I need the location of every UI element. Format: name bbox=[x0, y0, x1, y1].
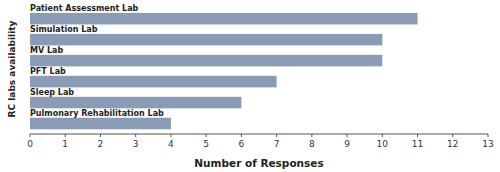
bar bbox=[30, 118, 171, 130]
bar bbox=[30, 13, 418, 25]
x-tick bbox=[170, 134, 171, 137]
x-tick bbox=[65, 134, 66, 137]
x-tick-label: 12 bbox=[447, 139, 458, 149]
x-tick-label: 13 bbox=[482, 139, 493, 149]
bar bbox=[30, 76, 277, 88]
chart: Patient Assessment Lab Simulation Lab MV L… bbox=[0, 0, 500, 172]
x-tick-label: 8 bbox=[309, 139, 315, 149]
bar bbox=[30, 55, 382, 67]
category-label: Simulation Lab bbox=[30, 25, 98, 34]
y-axis-label: RC labs availability bbox=[7, 20, 17, 117]
x-tick-label: 0 bbox=[27, 139, 33, 149]
x-tick-label: 1 bbox=[62, 139, 68, 149]
x-tick bbox=[276, 134, 277, 137]
x-axis: 012345678910111213 bbox=[27, 134, 494, 149]
x-tick-label: 2 bbox=[98, 139, 104, 149]
x-tick-label: 10 bbox=[377, 139, 389, 149]
x-tick bbox=[135, 134, 136, 137]
category-label: MV Lab bbox=[30, 46, 63, 55]
x-tick-label: 9 bbox=[344, 139, 350, 149]
x-tick bbox=[382, 134, 383, 137]
category-labels: Patient Assessment Lab Simulation Lab MV L… bbox=[30, 4, 164, 118]
category-label: Sleep Lab bbox=[30, 88, 74, 97]
x-tick-label: 4 bbox=[168, 139, 174, 149]
x-tick bbox=[452, 134, 453, 137]
x-tick bbox=[206, 134, 207, 137]
x-tick bbox=[488, 134, 489, 137]
x-tick bbox=[241, 134, 242, 137]
bar bbox=[30, 97, 241, 109]
x-tick-label: 6 bbox=[239, 139, 245, 149]
x-tick-label: 7 bbox=[274, 139, 280, 149]
category-label: PFT Lab bbox=[30, 67, 66, 76]
x-tick bbox=[30, 134, 31, 137]
x-tick bbox=[311, 134, 312, 137]
bar bbox=[30, 34, 382, 46]
x-axis-label: Number of Responses bbox=[194, 157, 323, 169]
x-tick bbox=[417, 134, 418, 137]
x-axis-line bbox=[30, 134, 488, 135]
category-label: Patient Assessment Lab bbox=[30, 4, 139, 13]
x-tick bbox=[347, 134, 348, 137]
category-label: Pulmonary Rehabilitation Lab bbox=[30, 109, 164, 118]
x-tick-label: 5 bbox=[203, 139, 209, 149]
bars bbox=[30, 13, 418, 129]
x-tick-label: 11 bbox=[412, 139, 423, 149]
x-tick-label: 3 bbox=[133, 139, 139, 149]
x-tick bbox=[100, 134, 101, 137]
